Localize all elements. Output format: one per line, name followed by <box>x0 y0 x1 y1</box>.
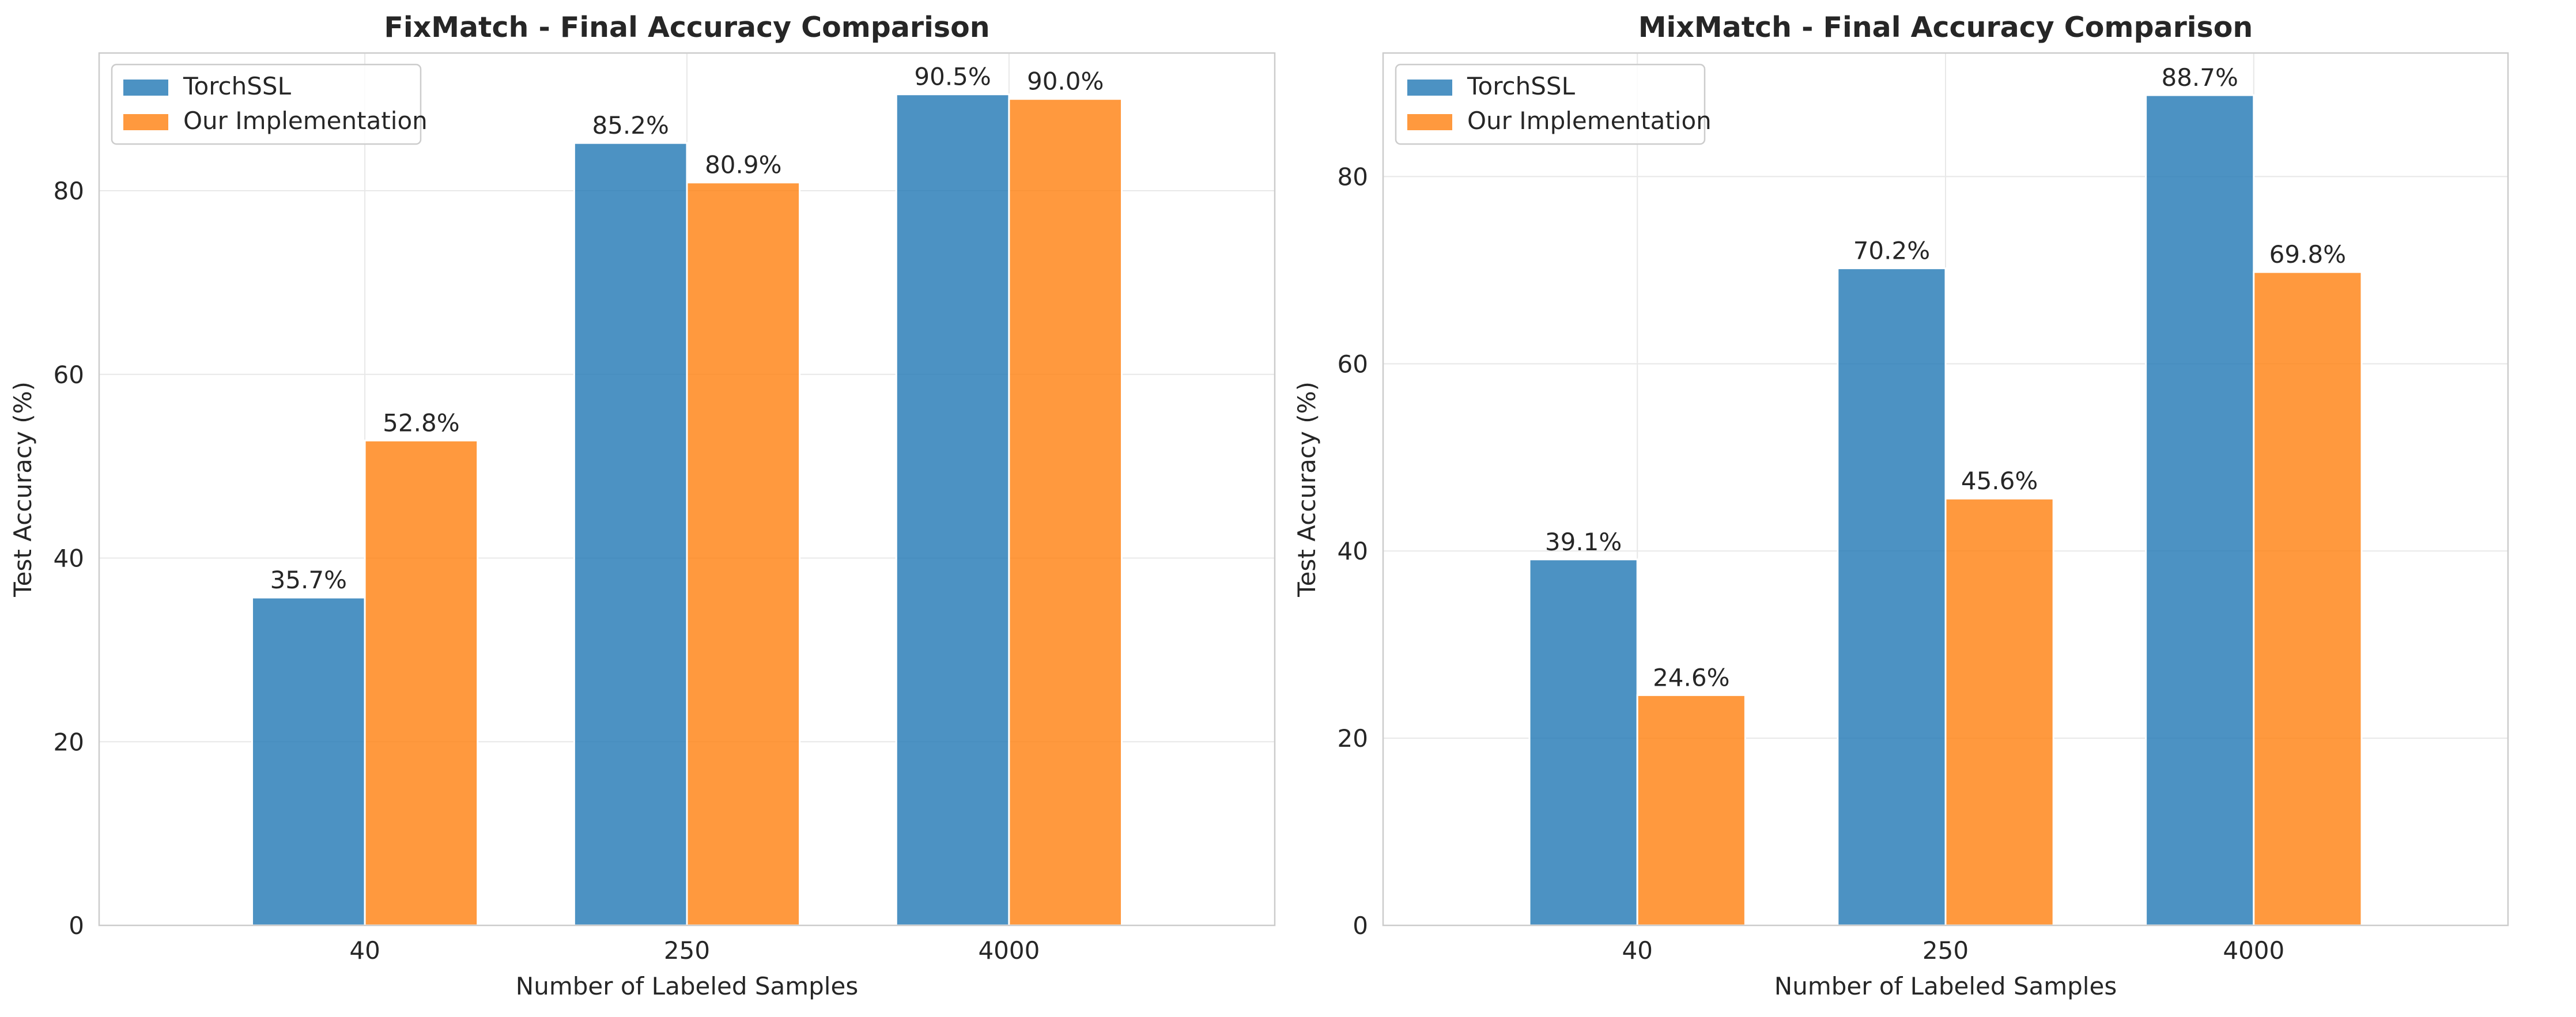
data-label: 24.6% <box>1653 663 1729 691</box>
x-tick-label: 40 <box>349 936 380 965</box>
data-label: 80.9% <box>705 151 781 179</box>
y-tick-label: 40 <box>54 545 84 573</box>
x-tick-label: 40 <box>1622 936 1652 965</box>
bar-ours <box>1944 497 2054 927</box>
data-label: 35.7% <box>270 566 347 594</box>
x-axis-label: Number of Labeled Samples <box>516 972 858 1000</box>
legend-swatch <box>123 114 168 130</box>
bar-ours <box>2253 271 2363 927</box>
legend-label: TorchSSL <box>1467 72 1576 100</box>
y-tick-label: 0 <box>69 912 84 940</box>
y-tick-label: 60 <box>1338 350 1368 378</box>
x-tick-label: 250 <box>664 936 710 965</box>
legend-label: Our Implementation <box>183 107 428 135</box>
y-axis-label: Test Accuracy (%) <box>1293 381 1321 598</box>
bar-torchssl <box>1837 267 1947 927</box>
x-tick-label: 4000 <box>2223 936 2284 965</box>
x-axis-label: Number of Labeled Samples <box>1774 972 2117 1000</box>
data-label: 69.8% <box>2269 240 2346 269</box>
y-tick-label: 20 <box>1338 724 1368 753</box>
legend-swatch <box>1407 114 1452 130</box>
data-label: 88.7% <box>2161 63 2238 92</box>
bar-ours <box>1008 98 1123 927</box>
data-label: 90.5% <box>914 63 991 91</box>
bar-torchssl <box>1528 558 1638 927</box>
legend-label: Our Implementation <box>1467 107 1712 135</box>
axes-frame <box>98 52 1276 927</box>
y-tick-label: 40 <box>1338 537 1368 565</box>
bar-torchssl <box>895 93 1010 927</box>
bar-torchssl <box>573 142 688 927</box>
chart-title: MixMatch - Final Accuracy Comparison <box>1638 11 2253 44</box>
legend-box <box>1395 63 1706 145</box>
legend-box <box>111 63 422 145</box>
y-tick-label: 80 <box>1338 162 1368 191</box>
chart-title: FixMatch - Final Accuracy Comparison <box>384 11 989 44</box>
data-label: 39.1% <box>1545 528 1622 556</box>
bar-ours <box>686 182 801 927</box>
x-tick-label: 250 <box>1922 936 1969 965</box>
y-axis-label: Test Accuracy (%) <box>9 381 37 598</box>
y-tick-label: 0 <box>1353 912 1368 940</box>
y-tick-label: 80 <box>54 177 84 205</box>
x-tick-label: 4000 <box>978 936 1040 965</box>
bar-ours <box>364 440 479 927</box>
legend-swatch <box>123 80 168 96</box>
data-label: 70.2% <box>1853 237 1930 265</box>
bar-ours <box>1636 694 1746 927</box>
bar-torchssl <box>251 596 366 927</box>
legend-label: TorchSSL <box>183 72 292 100</box>
data-label: 45.6% <box>1961 467 2038 495</box>
data-label: 85.2% <box>592 111 668 139</box>
data-label: 52.8% <box>383 409 459 437</box>
y-tick-label: 20 <box>54 728 84 756</box>
data-label: 90.0% <box>1027 67 1104 96</box>
y-tick-label: 60 <box>54 361 84 389</box>
axes-frame <box>1382 52 2509 927</box>
bar-torchssl <box>2145 94 2255 927</box>
legend-swatch <box>1407 80 1452 96</box>
